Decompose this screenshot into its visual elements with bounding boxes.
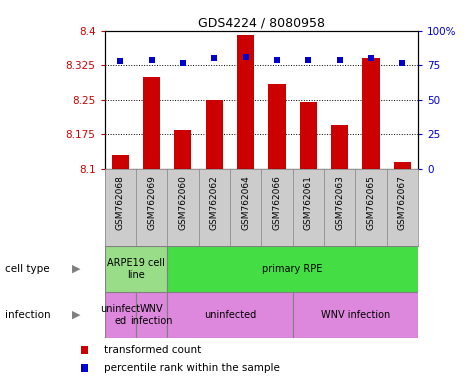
Text: uninfected: uninfected xyxy=(204,310,256,320)
Bar xyxy=(394,162,411,169)
Text: transformed count: transformed count xyxy=(104,345,201,355)
Text: infection: infection xyxy=(5,310,50,320)
Text: GSM762066: GSM762066 xyxy=(273,175,281,230)
Text: GSM762060: GSM762060 xyxy=(179,175,187,230)
Text: primary RPE: primary RPE xyxy=(262,264,323,274)
Bar xyxy=(237,35,254,169)
Text: WNV
infection: WNV infection xyxy=(130,304,173,326)
Text: WNV infection: WNV infection xyxy=(321,310,390,320)
Text: ▶: ▶ xyxy=(72,310,81,320)
Text: cell type: cell type xyxy=(5,264,49,274)
Bar xyxy=(268,84,285,169)
Text: GSM762062: GSM762062 xyxy=(210,175,218,230)
Bar xyxy=(136,292,167,338)
Text: ▶: ▶ xyxy=(72,264,81,274)
Bar xyxy=(293,292,418,338)
Text: GSM762064: GSM762064 xyxy=(241,175,250,230)
Bar xyxy=(112,155,129,169)
Text: GSM762063: GSM762063 xyxy=(335,175,344,230)
Text: uninfect
ed: uninfect ed xyxy=(100,304,140,326)
Bar xyxy=(362,58,380,169)
Bar xyxy=(300,102,317,169)
Title: GDS4224 / 8080958: GDS4224 / 8080958 xyxy=(198,17,325,30)
Text: percentile rank within the sample: percentile rank within the sample xyxy=(104,363,280,373)
Bar xyxy=(167,246,418,292)
Bar xyxy=(174,130,191,169)
Text: GSM762069: GSM762069 xyxy=(147,175,156,230)
Text: GSM762067: GSM762067 xyxy=(398,175,407,230)
Bar xyxy=(143,77,160,169)
Bar xyxy=(331,125,348,169)
Bar xyxy=(206,100,223,169)
Text: GSM762065: GSM762065 xyxy=(367,175,375,230)
Text: GSM762068: GSM762068 xyxy=(116,175,124,230)
Text: ARPE19 cell
line: ARPE19 cell line xyxy=(107,258,165,280)
Text: GSM762061: GSM762061 xyxy=(304,175,313,230)
Bar xyxy=(104,246,167,292)
Bar xyxy=(104,292,136,338)
Bar xyxy=(167,292,293,338)
